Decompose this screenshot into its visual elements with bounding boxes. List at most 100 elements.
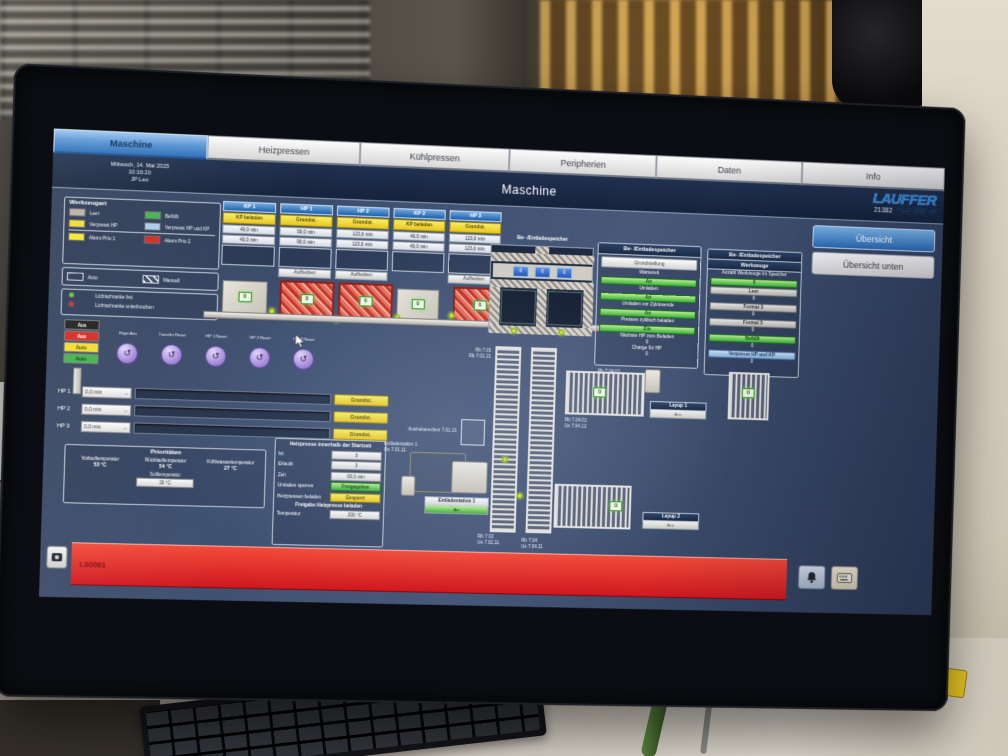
uebersicht-button[interactable]: Übersicht (812, 225, 936, 253)
mouse-cursor (294, 333, 306, 349)
red-light-icon (68, 300, 75, 308)
hp3-progress-track (133, 422, 331, 440)
logo-subtitle: PRESSEN (897, 205, 937, 217)
alarm-history-button[interactable] (46, 545, 68, 569)
speicher-tower: 0 0 0 (487, 243, 595, 337)
heizpressen-beladen-state[interactable]: Gesperrt (329, 492, 381, 503)
transfer-reset-label: Transfer Reset (158, 331, 186, 338)
grundstellung-button[interactable]: Grundstellung (601, 256, 698, 271)
kp1-station: 0 (221, 279, 268, 315)
werkzeuge-panel: Be- /Entladespeicher Werkzeuge Anzahl We… (703, 248, 803, 379)
horn-acknowledge-button[interactable] (797, 565, 826, 590)
layup1-state[interactable]: Aus (649, 409, 707, 420)
hp3-time-field[interactable]: 0,0 min → (80, 420, 131, 434)
hp3-status[interactable]: Grundst. (449, 221, 502, 235)
hp2-grundstellung-button[interactable]: Grundst. (333, 411, 389, 424)
hp1-reset-label: HP 1 Reset (205, 333, 227, 339)
swatch-alarm1 (68, 232, 85, 242)
state-aus-button[interactable]: Aus (64, 319, 100, 331)
rb701-label: Rb 7.01 Rb 7.01.21 (468, 347, 492, 359)
state-stop-button[interactable]: Aus (63, 330, 100, 342)
floor (0, 700, 160, 756)
swatch-alarm2 (143, 235, 161, 245)
hp2-column: HP 2 Grundst. 123,0 min 123,0 min Aufhei… (334, 205, 390, 282)
solltemp-field[interactable]: 30 °C (135, 477, 194, 489)
legend-item-manuell: Manuell (142, 275, 213, 286)
state-auto-button[interactable]: Auto (63, 352, 99, 365)
lichtschranke-dot (516, 492, 523, 499)
kp2-list (391, 251, 445, 274)
layup2-panel: Layup 2 Aus (642, 511, 700, 531)
rb704-label: Rb 7.04 Us 7.04.11 (521, 537, 543, 549)
hp2-station: 0 (337, 282, 394, 321)
tower-cell: 0 (556, 266, 573, 279)
press-columns: KP 1 KP beladen 40,0 min 40,0 min HP 1 G… (221, 200, 502, 286)
entladestation-machine-3 (400, 475, 416, 497)
hp1-time-field[interactable]: 0,0 min → (81, 386, 132, 399)
state-hand-button[interactable]: Auto (63, 341, 100, 353)
swatch-leer (68, 207, 86, 217)
swatch-manuell (142, 275, 160, 284)
vorlauftemp: Vorlauftemperatur 53 °C (81, 455, 120, 469)
hp1-aufheizen-button[interactable]: Aufheizen (278, 267, 332, 279)
swatch-verpresst-hp (68, 219, 86, 228)
temperatur-field[interactable]: 200 °C (329, 509, 381, 521)
legend-item-befuellt: Befüllt (144, 210, 215, 222)
layup2-state[interactable]: Aus (642, 520, 700, 531)
hp2-list (335, 248, 389, 272)
rb70401-label: Rb 7.04.01 Us 7.04.12 (564, 417, 587, 429)
kp2-column: KP 2 KP beladen 40,0 min 40,0 min (391, 207, 446, 283)
legend-item-ls-unterbrochen: Lichtschranke unterbrochen (68, 300, 211, 312)
hp2-status[interactable]: Grundst. (336, 216, 390, 230)
hp1-reset-button[interactable]: ↺ (204, 345, 227, 368)
kp1-list (221, 244, 275, 267)
entladestation-state[interactable]: An (424, 505, 489, 515)
datetime-block: Mittwoch, 14. Mai 2025 10:16:20 JP Leo (52, 159, 218, 187)
tower-cell: 0 (512, 265, 529, 277)
alarm-message-bar[interactable]: L00061 (70, 542, 788, 601)
rack-count-badge: 0 (741, 388, 755, 399)
werkzeugart-panel: Werkzeugart Leer Verpresst HP Befüllt Ve… (62, 196, 222, 270)
hmi-screen: Maschine Heizpressen Kühlpressen Periphe… (38, 128, 945, 616)
reset-icon: ↺ (299, 353, 308, 364)
legend-item-alarm1: Alarm Prio 1 (68, 232, 140, 243)
kuehlwassertemp: Kühlwassertemperatur 27 °C (207, 459, 255, 473)
hp2-aufheizen-button[interactable]: Aufheizen (334, 270, 388, 282)
reset-icon: ↺ (255, 352, 264, 363)
ruecklauftemp: Rücklauftemperatur 54 °C (144, 457, 187, 471)
legend-item-verpresst-hp: Verpresst HP (68, 219, 141, 230)
erlaubt-field: 3 (330, 460, 382, 471)
hp2-time-field[interactable]: 0,0 min → (81, 403, 132, 417)
hp1-grundstellung-button[interactable]: Grundst. (333, 394, 389, 407)
transfer-reset-button[interactable]: ↺ (160, 343, 183, 366)
hp1-list (278, 246, 332, 269)
swatch-auto (66, 272, 84, 281)
bell-icon (807, 572, 817, 584)
screen-keyboard-button[interactable] (830, 565, 859, 591)
ausheberechen-box (460, 419, 486, 446)
hp3-reset-button[interactable]: ↺ (292, 348, 315, 371)
rb702-label: Rb 7.02 Us 7.02.11 (477, 533, 500, 545)
kp2-status[interactable]: KP beladen (392, 218, 446, 233)
message-icon (51, 553, 63, 562)
kp1-column: KP 1 KP beladen 40,0 min 40,0 min (221, 200, 277, 277)
hupe-aus-button[interactable]: ↺ (116, 342, 139, 365)
reset-icon: ↺ (211, 350, 220, 362)
hp1-status[interactable]: Grundst. (279, 214, 333, 228)
green-light-icon (68, 291, 75, 299)
hp2-reset-button[interactable]: ↺ (248, 346, 271, 369)
kp2-station: 0 (396, 288, 440, 321)
hp1-station: 0 (278, 280, 335, 319)
swatch-befuellt (144, 210, 162, 220)
uebersicht-unten-button[interactable]: Übersicht unten (811, 251, 935, 279)
lauffer-logo: LAUFFER 21382 PRESSEN (831, 190, 944, 218)
heizpresse-startzeit-panel: Heizpresse innerhalb der Startzeit Ist 0 … (271, 437, 387, 548)
zeit-field[interactable]: 60,0 min (330, 471, 382, 482)
swatch-verpresst-hp-kp (144, 222, 161, 231)
kp1-status[interactable]: KP beladen (222, 212, 276, 226)
machine-state-stack: Aus Aus Auto Auto (63, 319, 100, 365)
umladen-sperren-state[interactable]: Freigegeben (330, 481, 381, 493)
machine-number: 21382 (873, 206, 893, 215)
hp1-progress-track (134, 387, 332, 406)
legend-item-leer: Leer (68, 207, 141, 219)
